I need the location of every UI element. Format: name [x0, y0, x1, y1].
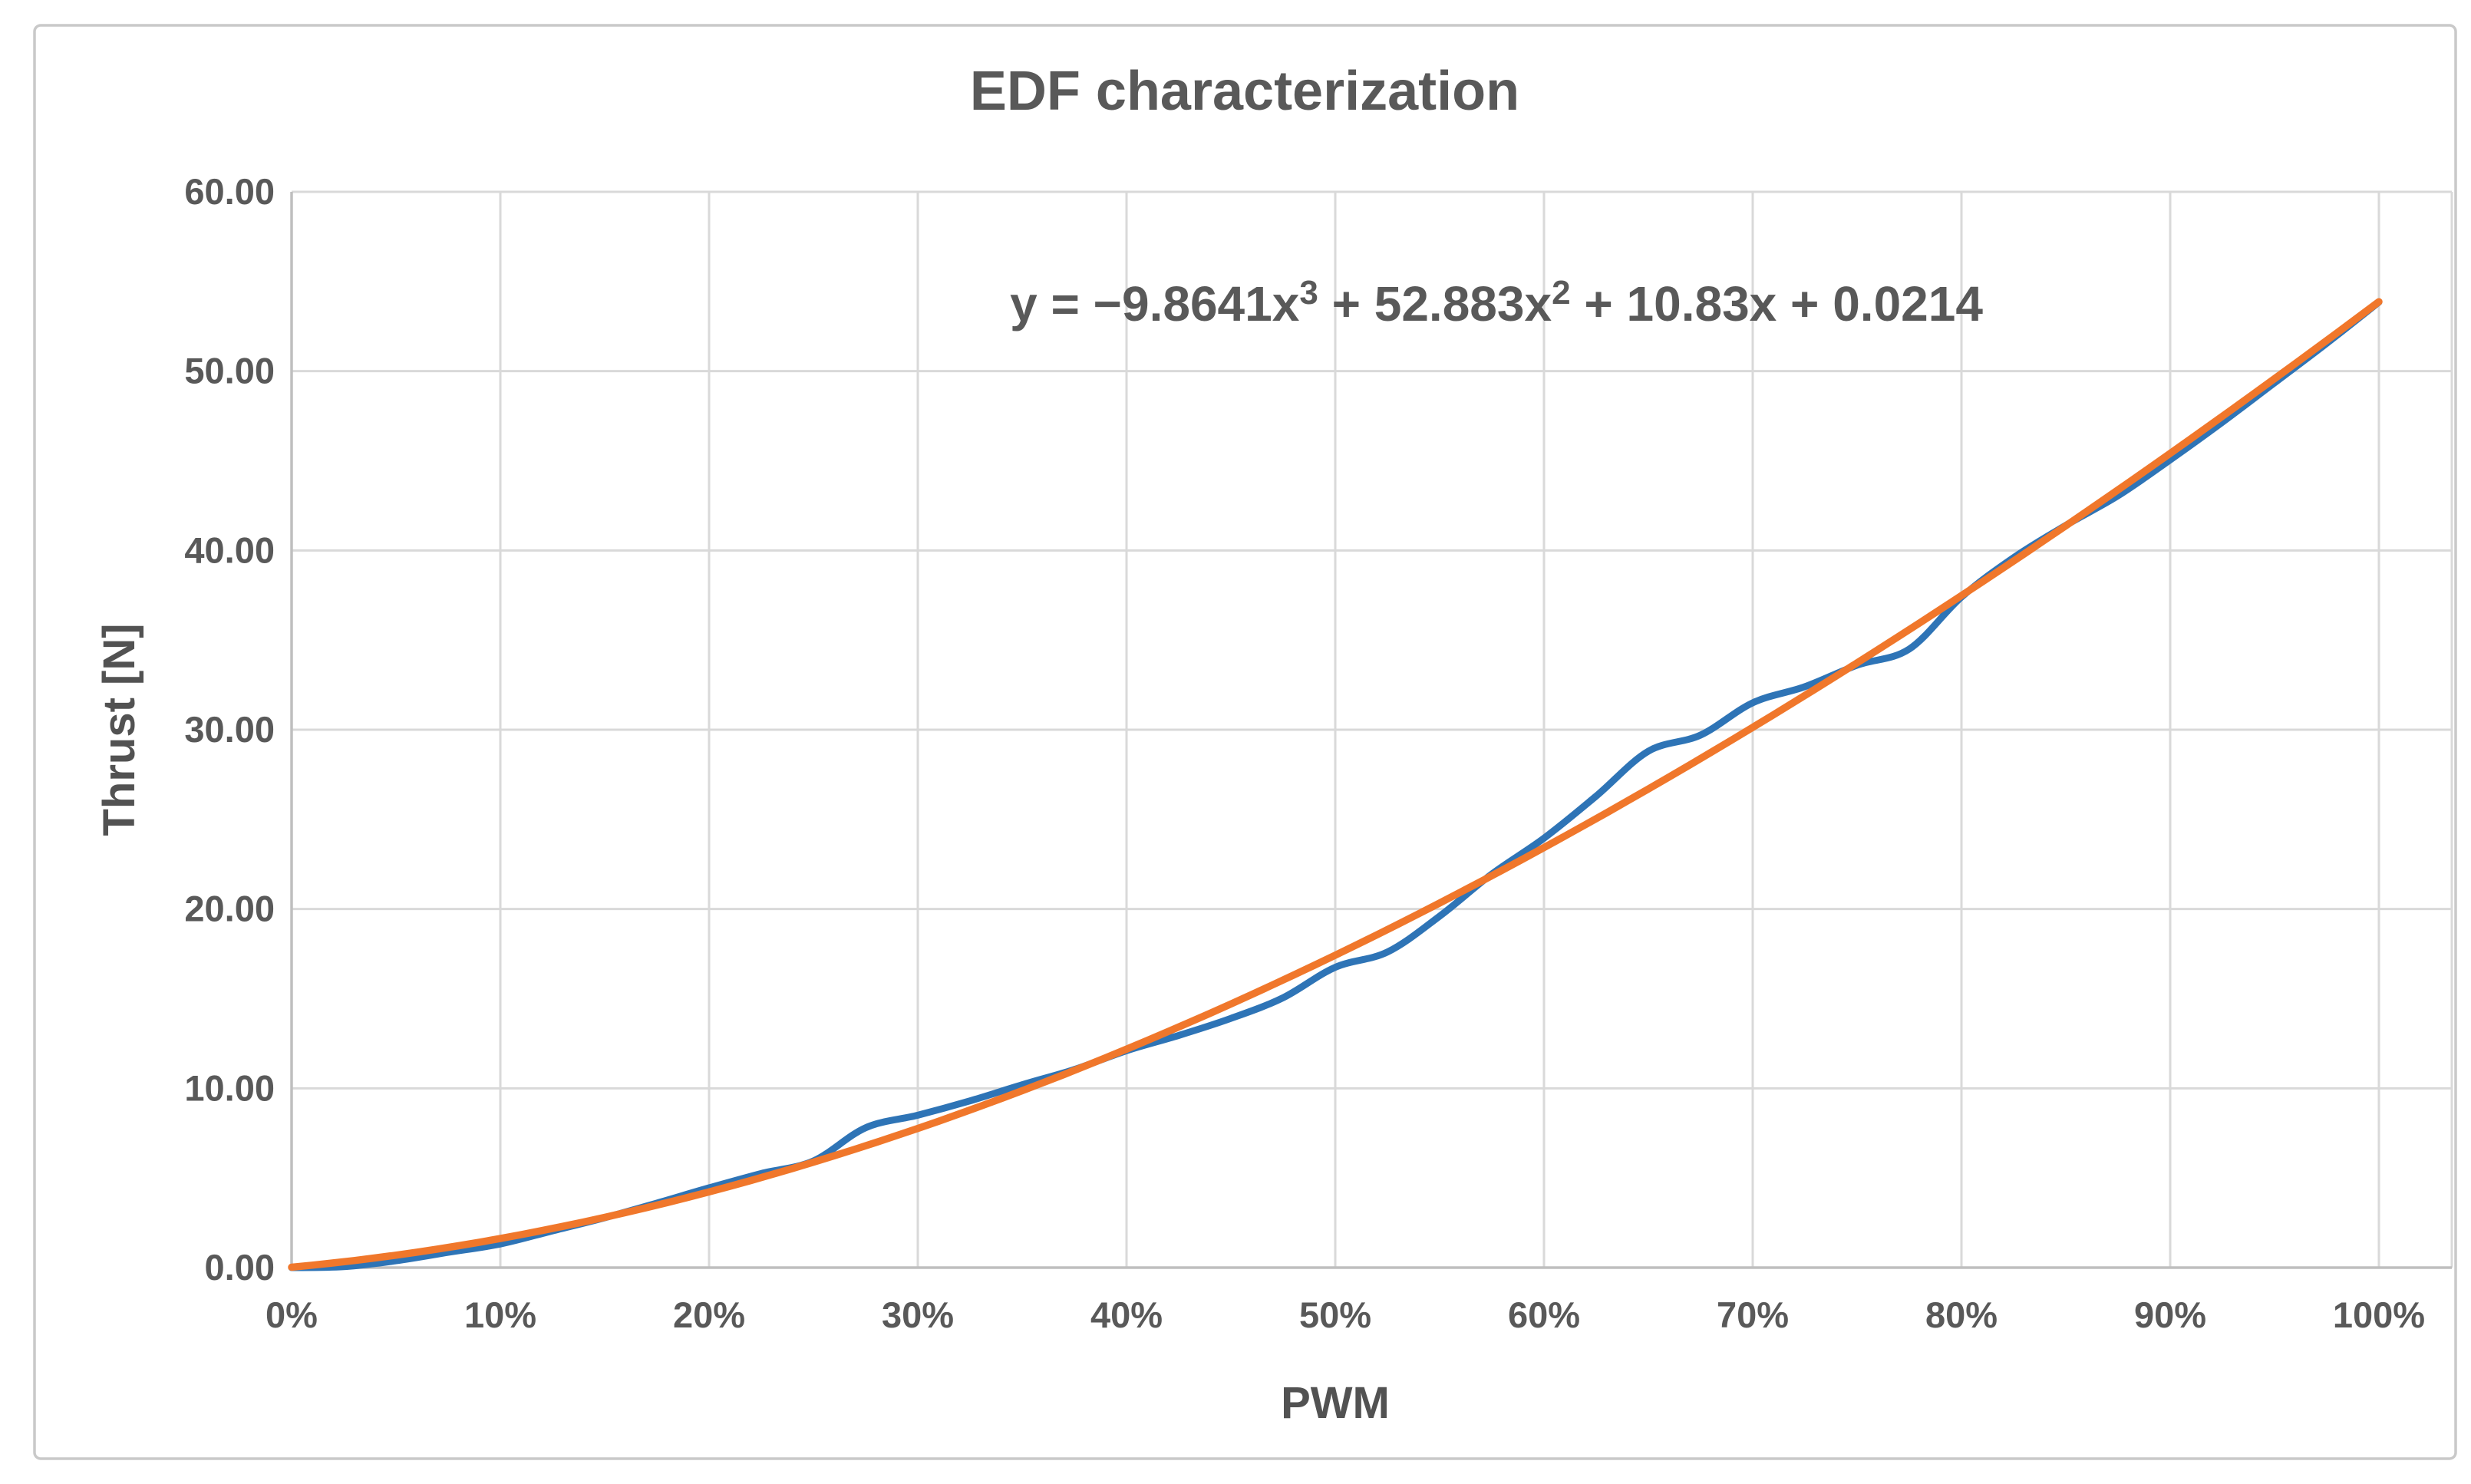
x-tick-label: 20% — [673, 1294, 745, 1335]
y-axis-title: Thrust [N] — [94, 623, 144, 836]
x-tick-label: 0% — [266, 1294, 318, 1335]
x-tick-label: 80% — [1925, 1294, 1998, 1335]
x-axis-title: PWM — [1281, 1378, 1390, 1428]
y-tick-label: 60.00 — [184, 171, 275, 212]
axis-lines — [290, 192, 2452, 1269]
equation-part-1: y = −9.8641x — [1010, 276, 1300, 331]
y-tick-label: 50.00 — [184, 351, 275, 391]
x-tick-label: 100% — [2333, 1294, 2425, 1335]
x-tick-label: 90% — [2134, 1294, 2206, 1335]
y-tick-label: 30.00 — [184, 709, 275, 750]
y-axis-tick-labels: 0.00 10.00 20.00 30.00 40.00 50.00 60.00 — [184, 171, 275, 1288]
y-tick-label: 10.00 — [184, 1067, 275, 1108]
x-tick-label: 30% — [882, 1294, 954, 1335]
y-tick-label: 20.00 — [184, 889, 275, 929]
y-tick-label: 0.00 — [205, 1247, 275, 1288]
equation-superscript-2: 2 — [1552, 274, 1570, 312]
x-tick-label: 40% — [1090, 1294, 1163, 1335]
x-tick-label: 50% — [1299, 1294, 1371, 1335]
series-group — [288, 298, 2383, 1271]
polynomial-trendline — [288, 298, 2383, 1271]
trendline-equation: y = −9.8641x3 + 52.883x2 + 10.83x + 0.02… — [1010, 274, 1983, 331]
equation-superscript-3: 3 — [1299, 274, 1318, 312]
x-tick-label: 10% — [464, 1294, 536, 1335]
equation-part-3: + 10.83x + 0.0214 — [1571, 276, 1984, 331]
chart-title: EDF characterization — [970, 61, 1519, 122]
x-tick-label: 60% — [1508, 1294, 1580, 1335]
y-tick-label: 40.00 — [184, 529, 275, 570]
x-axis-tick-labels: 0% 10% 20% 30% 40% 50% 60% 70% 80% 90% 100% — [266, 1294, 2425, 1335]
equation-part-2: + 52.883x — [1318, 276, 1552, 331]
x-tick-label: 70% — [1717, 1294, 1789, 1335]
chart-border — [33, 24, 2457, 1460]
